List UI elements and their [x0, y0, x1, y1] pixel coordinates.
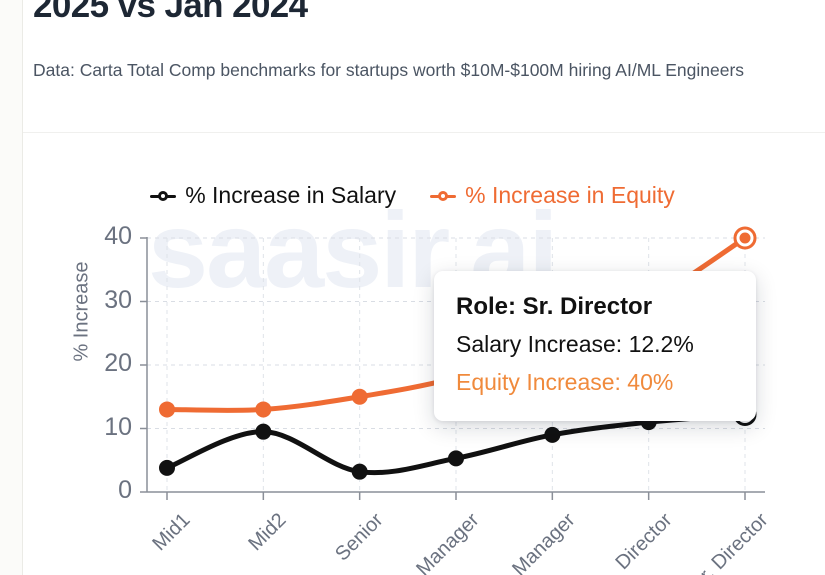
legend-label-equity: % Increase in Equity — [465, 182, 675, 208]
data-point[interactable] — [351, 388, 368, 405]
data-point[interactable] — [544, 426, 561, 443]
page-title: 2025 vs Jan 2024 — [33, 0, 308, 25]
y-tick-label: 40 — [104, 222, 132, 250]
data-point[interactable] — [739, 232, 751, 244]
legend-item-salary[interactable]: % Increase in Salary — [150, 182, 396, 209]
y-axis-ticks: 0 10 20 30 40 — [72, 0, 132, 575]
data-point[interactable] — [159, 459, 175, 476]
header-divider — [23, 132, 825, 133]
tooltip-salary: Salary Increase: 12.2% — [456, 331, 694, 357]
tooltip-role: Role: Sr. Director — [456, 293, 653, 320]
chart-legend: % Increase in Salary % Increase in Equit… — [0, 182, 825, 209]
y-tick-label: 0 — [118, 476, 132, 504]
legend-marker-salary-icon — [150, 189, 177, 203]
chart-tooltip: Role: Sr. Director Salary Increase: 12.2… — [434, 271, 756, 421]
y-tick-label: 20 — [104, 349, 132, 377]
data-point[interactable] — [255, 401, 272, 418]
data-point[interactable] — [351, 463, 368, 480]
page-subtitle: Data: Carta Total Comp benchmarks for st… — [33, 60, 745, 80]
data-point[interactable] — [159, 401, 175, 418]
left-rail — [0, 0, 23, 575]
data-point[interactable] — [255, 423, 272, 440]
legend-item-equity[interactable]: % Increase in Equity — [430, 182, 675, 209]
legend-label-salary: % Increase in Salary — [185, 182, 397, 208]
y-tick-label: 10 — [104, 412, 132, 441]
tooltip-equity: Equity Increase: 40% — [456, 369, 674, 395]
legend-marker-equity-icon — [430, 189, 457, 203]
data-point[interactable] — [448, 450, 464, 467]
y-tick-label: 30 — [104, 285, 132, 314]
